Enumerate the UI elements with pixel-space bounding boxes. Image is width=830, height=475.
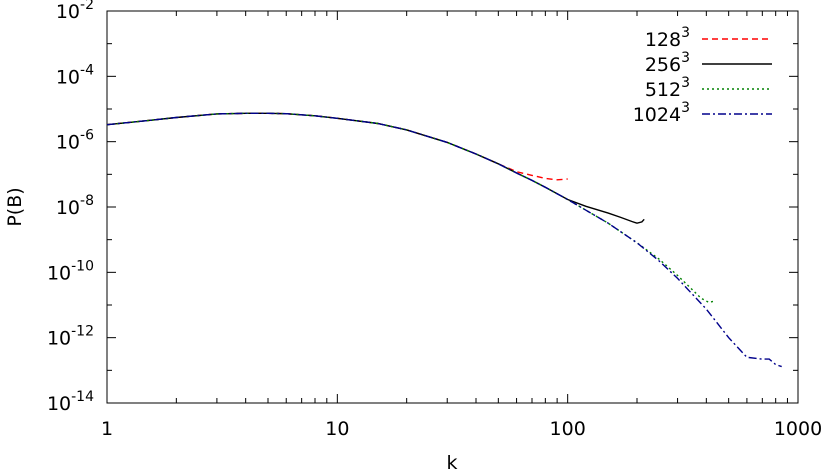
legend-label-128: 1283	[645, 25, 690, 51]
y-tick-label: 10-10	[47, 258, 94, 284]
series-line-256	[106, 112, 645, 224]
plot-frame	[106, 10, 799, 404]
x-tick-label: 100	[550, 418, 586, 440]
legend-label-1024: 10243	[633, 100, 690, 126]
legend-label-256: 2563	[645, 50, 690, 76]
y-tick-label: 10-8	[56, 193, 94, 219]
y-tick-label: 10-2	[56, 0, 94, 23]
y-tick-label: 10-12	[47, 324, 94, 350]
series-line-512	[106, 112, 714, 304]
x-tick-label: 1	[101, 418, 113, 440]
series-line-128	[106, 112, 568, 181]
legend-label-512: 5123	[645, 75, 690, 101]
x-axis-label: k	[446, 452, 457, 474]
y-tick-label: 10-14	[47, 389, 94, 415]
series-lines	[106, 112, 782, 368]
y-tick-label: 10-6	[56, 128, 94, 154]
x-tick-label: 10	[325, 418, 349, 440]
series-line-1024	[106, 112, 782, 368]
x-tick-label: 1000	[774, 418, 822, 440]
x-tick-labels: 1 10 100 1000	[101, 418, 822, 440]
y-tick-label: 10-4	[56, 62, 94, 88]
y-axis-label: P(B)	[4, 187, 26, 226]
y-tick-labels: 10-2 10-4 10-6 10-8 10-10 10-12 10-14	[47, 0, 94, 415]
axis-ticks	[106, 10, 799, 404]
